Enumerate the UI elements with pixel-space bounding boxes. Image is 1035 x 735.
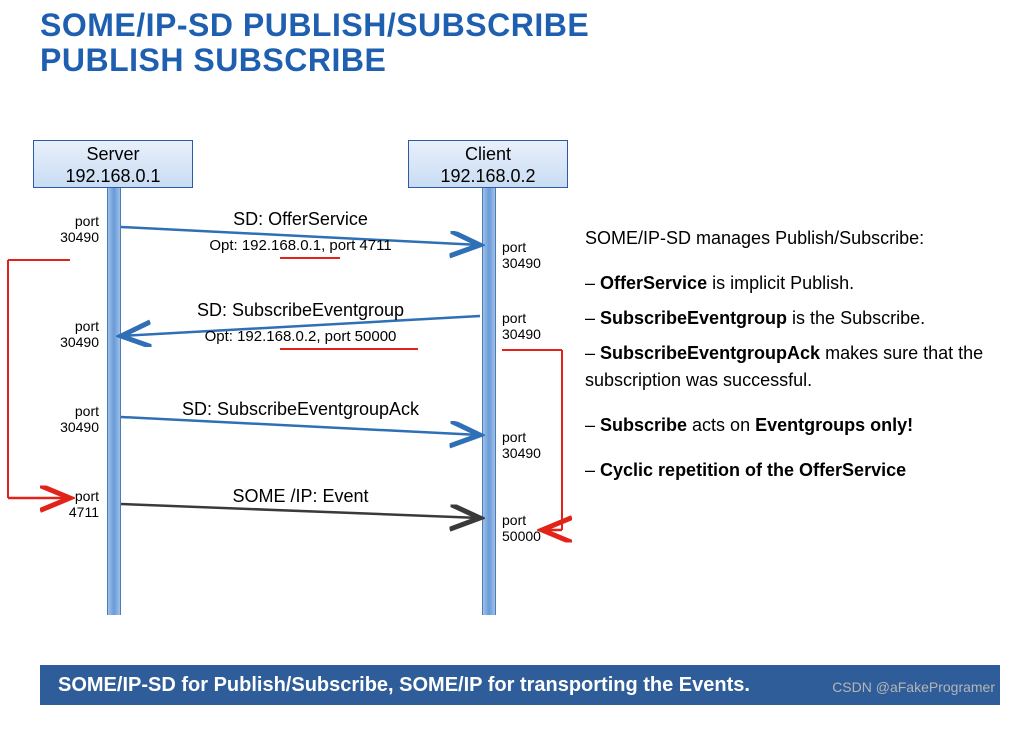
participant-client-name: Client <box>409 143 567 165</box>
port-ack-server: port 30490 <box>57 403 99 435</box>
msg-sub-label: SD: SubscribeEventgroup <box>141 300 460 321</box>
side-item: OfferService is implicit Publish. <box>585 270 1015 297</box>
port-label-val: 30490 <box>60 334 99 350</box>
side-item: SubscribeEventgroup is the Subscribe. <box>585 305 1015 332</box>
title-line-2: PUBLISH SUBSCRIBE <box>40 43 589 78</box>
side-explanation: SOME/IP-SD manages Publish/Subscribe: Of… <box>585 225 1015 492</box>
side-item: SubscribeEventgroupAck makes sure that t… <box>585 340 1015 394</box>
port-label-top: port <box>75 403 99 419</box>
port-label-val: 30490 <box>60 229 99 245</box>
side-heading: SOME/IP-SD manages Publish/Subscribe: <box>585 225 1015 252</box>
side-item: Subscribe acts on Eventgroups only! <box>585 412 1015 439</box>
side-list: OfferService is implicit Publish. Subscri… <box>585 270 1015 484</box>
title-line-1: SOME/IP-SD PUBLISH/SUBSCRIBE <box>40 8 589 43</box>
participant-client: Client 192.168.0.2 <box>408 140 568 188</box>
port-label-val: 4711 <box>69 504 99 520</box>
port-offer-server: port 30490 <box>57 213 99 245</box>
msg-event-label: SOME /IP: Event <box>141 486 460 507</box>
port-label-val: 30490 <box>502 255 541 271</box>
participant-server-addr: 192.168.0.1 <box>34 165 192 187</box>
msg-offer-opt: Opt: 192.168.0.1, port 4711 <box>141 237 460 254</box>
lifeline-client <box>482 188 496 615</box>
port-label-top: port <box>502 310 526 326</box>
msg-ack-label: SD: SubscribeEventgroupAck <box>141 399 460 420</box>
port-label-top: port <box>75 318 99 334</box>
port-offer-client: port 30490 <box>502 239 541 271</box>
participant-client-addr: 192.168.0.2 <box>409 165 567 187</box>
participant-server: Server 192.168.0.1 <box>33 140 193 188</box>
port-label-top: port <box>75 488 99 504</box>
page-title: SOME/IP-SD PUBLISH/SUBSCRIBE PUBLISH SUB… <box>40 8 589 78</box>
port-sub-server: port 30490 <box>57 318 99 350</box>
port-label-top: port <box>502 512 526 528</box>
side-item: Cyclic repetition of the OfferService <box>585 457 1015 484</box>
port-label-val: 50000 <box>502 528 541 544</box>
port-label-val: 30490 <box>60 419 99 435</box>
msg-offer-label: SD: OfferService <box>141 209 460 230</box>
port-event-client: port 50000 <box>502 512 541 544</box>
participant-server-name: Server <box>34 143 192 165</box>
port-label-val: 30490 <box>502 445 541 461</box>
port-event-server: port 4711 <box>57 488 99 520</box>
footer-text: SOME/IP-SD for Publish/Subscribe, SOME/I… <box>58 674 750 697</box>
watermark: CSDN @aFakeProgramer <box>832 679 995 695</box>
port-label-top: port <box>502 429 526 445</box>
port-label-val: 30490 <box>502 326 541 342</box>
port-label-top: port <box>75 213 99 229</box>
port-label-top: port <box>502 239 526 255</box>
lifeline-server <box>107 188 121 615</box>
port-sub-client: port 30490 <box>502 310 541 342</box>
msg-sub-opt: Opt: 192.168.0.2, port 50000 <box>141 328 460 345</box>
port-ack-client: port 30490 <box>502 429 541 461</box>
